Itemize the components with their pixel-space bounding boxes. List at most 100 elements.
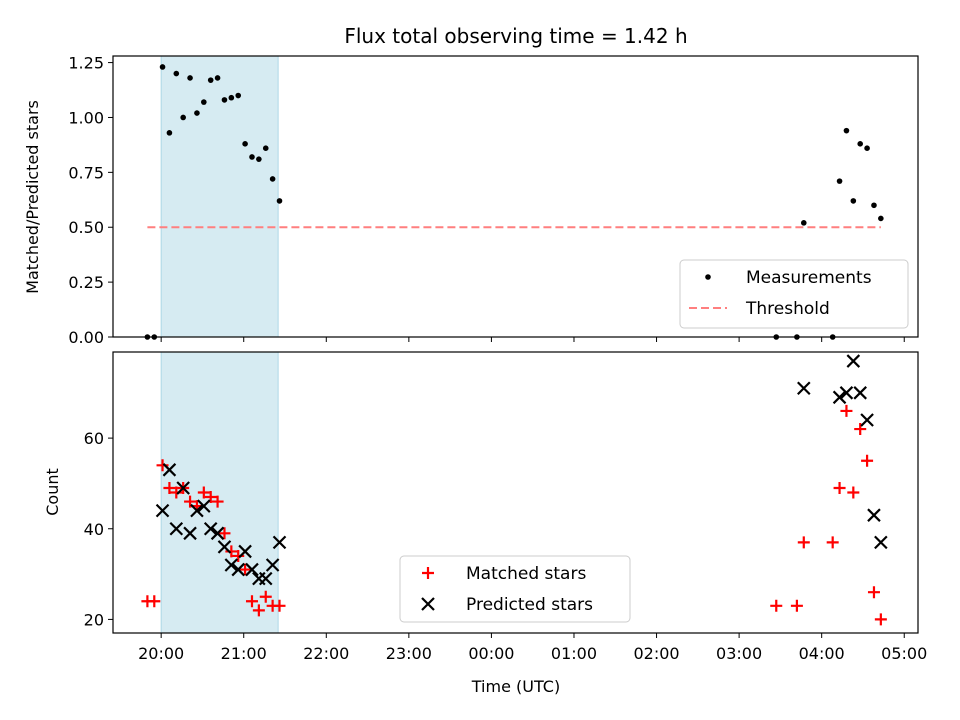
matched-star-point [259,590,272,603]
y-tick-label: 20 [84,610,104,629]
matched-star-point [204,491,217,504]
matched-star-point [770,599,783,612]
legend-predicted-swatch [421,597,435,611]
measurement-point [242,141,248,147]
measurement-point [262,145,269,152]
predicted-star-point [224,558,239,572]
predicted-star-point [853,386,867,400]
x-tick-label: 02:00 [633,644,679,663]
measurement-point [836,178,843,184]
predicted-star-point [155,503,170,518]
matched-star-point [826,536,839,549]
matched-star-point [797,536,810,549]
measurement-point [843,127,850,134]
predicted-star-point [272,535,287,550]
matched-star-point [847,486,860,499]
legend-box [679,259,909,329]
bottom-y-axis-label: Count [43,468,62,516]
measurement-point [850,198,857,204]
measurement-point [166,130,173,136]
y-tick-label: 40 [84,520,104,539]
matched-star-point [854,423,867,436]
matched-star-point [874,613,887,626]
predicted-star-point [846,354,861,368]
x-tick-label: 20:00 [138,644,184,663]
measurement-point [249,154,255,160]
top-axes: 0.00 0.25 0.50 0.75 1.00 1.25 Measurements Thre… [68,54,919,347]
matched-star-point [211,495,224,508]
matched-star-point [245,595,258,608]
measurement-point [871,202,877,209]
x-tick-label: 04:00 [799,644,845,663]
predicted-star-point [231,562,245,577]
matched-star-point [197,486,210,499]
axes-frame [112,351,919,634]
predicted-star-point [190,503,204,518]
legend-label: Threshold [745,299,830,319]
chart-title: Flux total observing time = 1.42 h [344,24,687,48]
measurement-point [235,92,242,99]
measurement-point [201,99,207,105]
predicted-star-point [832,390,847,405]
measurement-point [159,64,166,70]
measurement-point [276,198,283,204]
measurement-point [221,97,228,103]
measurement-point [800,220,807,226]
predicted-star-point [797,381,811,396]
matched-star-point [184,495,197,508]
predicted-star-point [839,386,854,400]
predicted-star-point [258,571,273,586]
legend-label: Matched stars [466,564,586,584]
predicted-star-point [210,526,225,541]
measurement-point [773,334,780,340]
measurement-point [256,156,262,162]
x-tick-label: 00:00 [468,644,514,663]
y-tick-label: 0.25 [68,273,104,292]
predicted-star-point [265,558,280,572]
matched-star-point [273,599,286,612]
legend-box [399,555,631,623]
y-tick-label: 1.25 [68,54,104,73]
predicted-star-point [867,508,881,522]
matched-star-point [861,454,874,467]
predicted-star-point [162,463,177,477]
measurement-point [794,334,800,340]
y-tick-label: 0.75 [68,163,104,182]
measurement-point [187,75,193,81]
predicted-star-point [860,413,874,427]
matched-star-point [867,586,880,599]
measurement-point [194,110,200,116]
y-tick-label: 0.00 [68,328,104,347]
matched-star-point [218,527,231,540]
x-tick-label: 03:00 [716,644,762,663]
predicted-star-point [238,544,252,559]
y-tick-label: 60 [84,429,104,448]
y-tick-label: 1.00 [68,108,104,127]
x-tick-label: 05:00 [881,644,927,663]
matched-star-point [148,595,161,608]
matched-star-point [239,563,252,576]
matched-star-point [225,545,238,558]
predicted-star-point [197,499,211,513]
matched-star-point [156,459,169,472]
matched-star-point [170,486,183,499]
measurement-point [180,114,186,121]
legend-measurement-swatch [705,274,711,280]
measurement-point [269,176,276,182]
x-tick-label: 22:00 [303,644,349,663]
measurement-point [207,77,214,83]
matched-star-point [232,549,245,562]
measurement-point [864,145,870,152]
measurement-point [829,334,836,340]
predicted-star-point [217,540,232,554]
measurement-point [878,215,884,222]
matched-star-point [790,599,803,612]
matched-star-point [840,404,853,417]
matched-star-point [163,481,176,494]
matched-star-point [252,604,265,617]
x-tick-label: 01:00 [551,644,597,663]
measurement-point [151,334,158,340]
predicted-star-point [203,521,218,536]
measurement-point [857,141,864,147]
